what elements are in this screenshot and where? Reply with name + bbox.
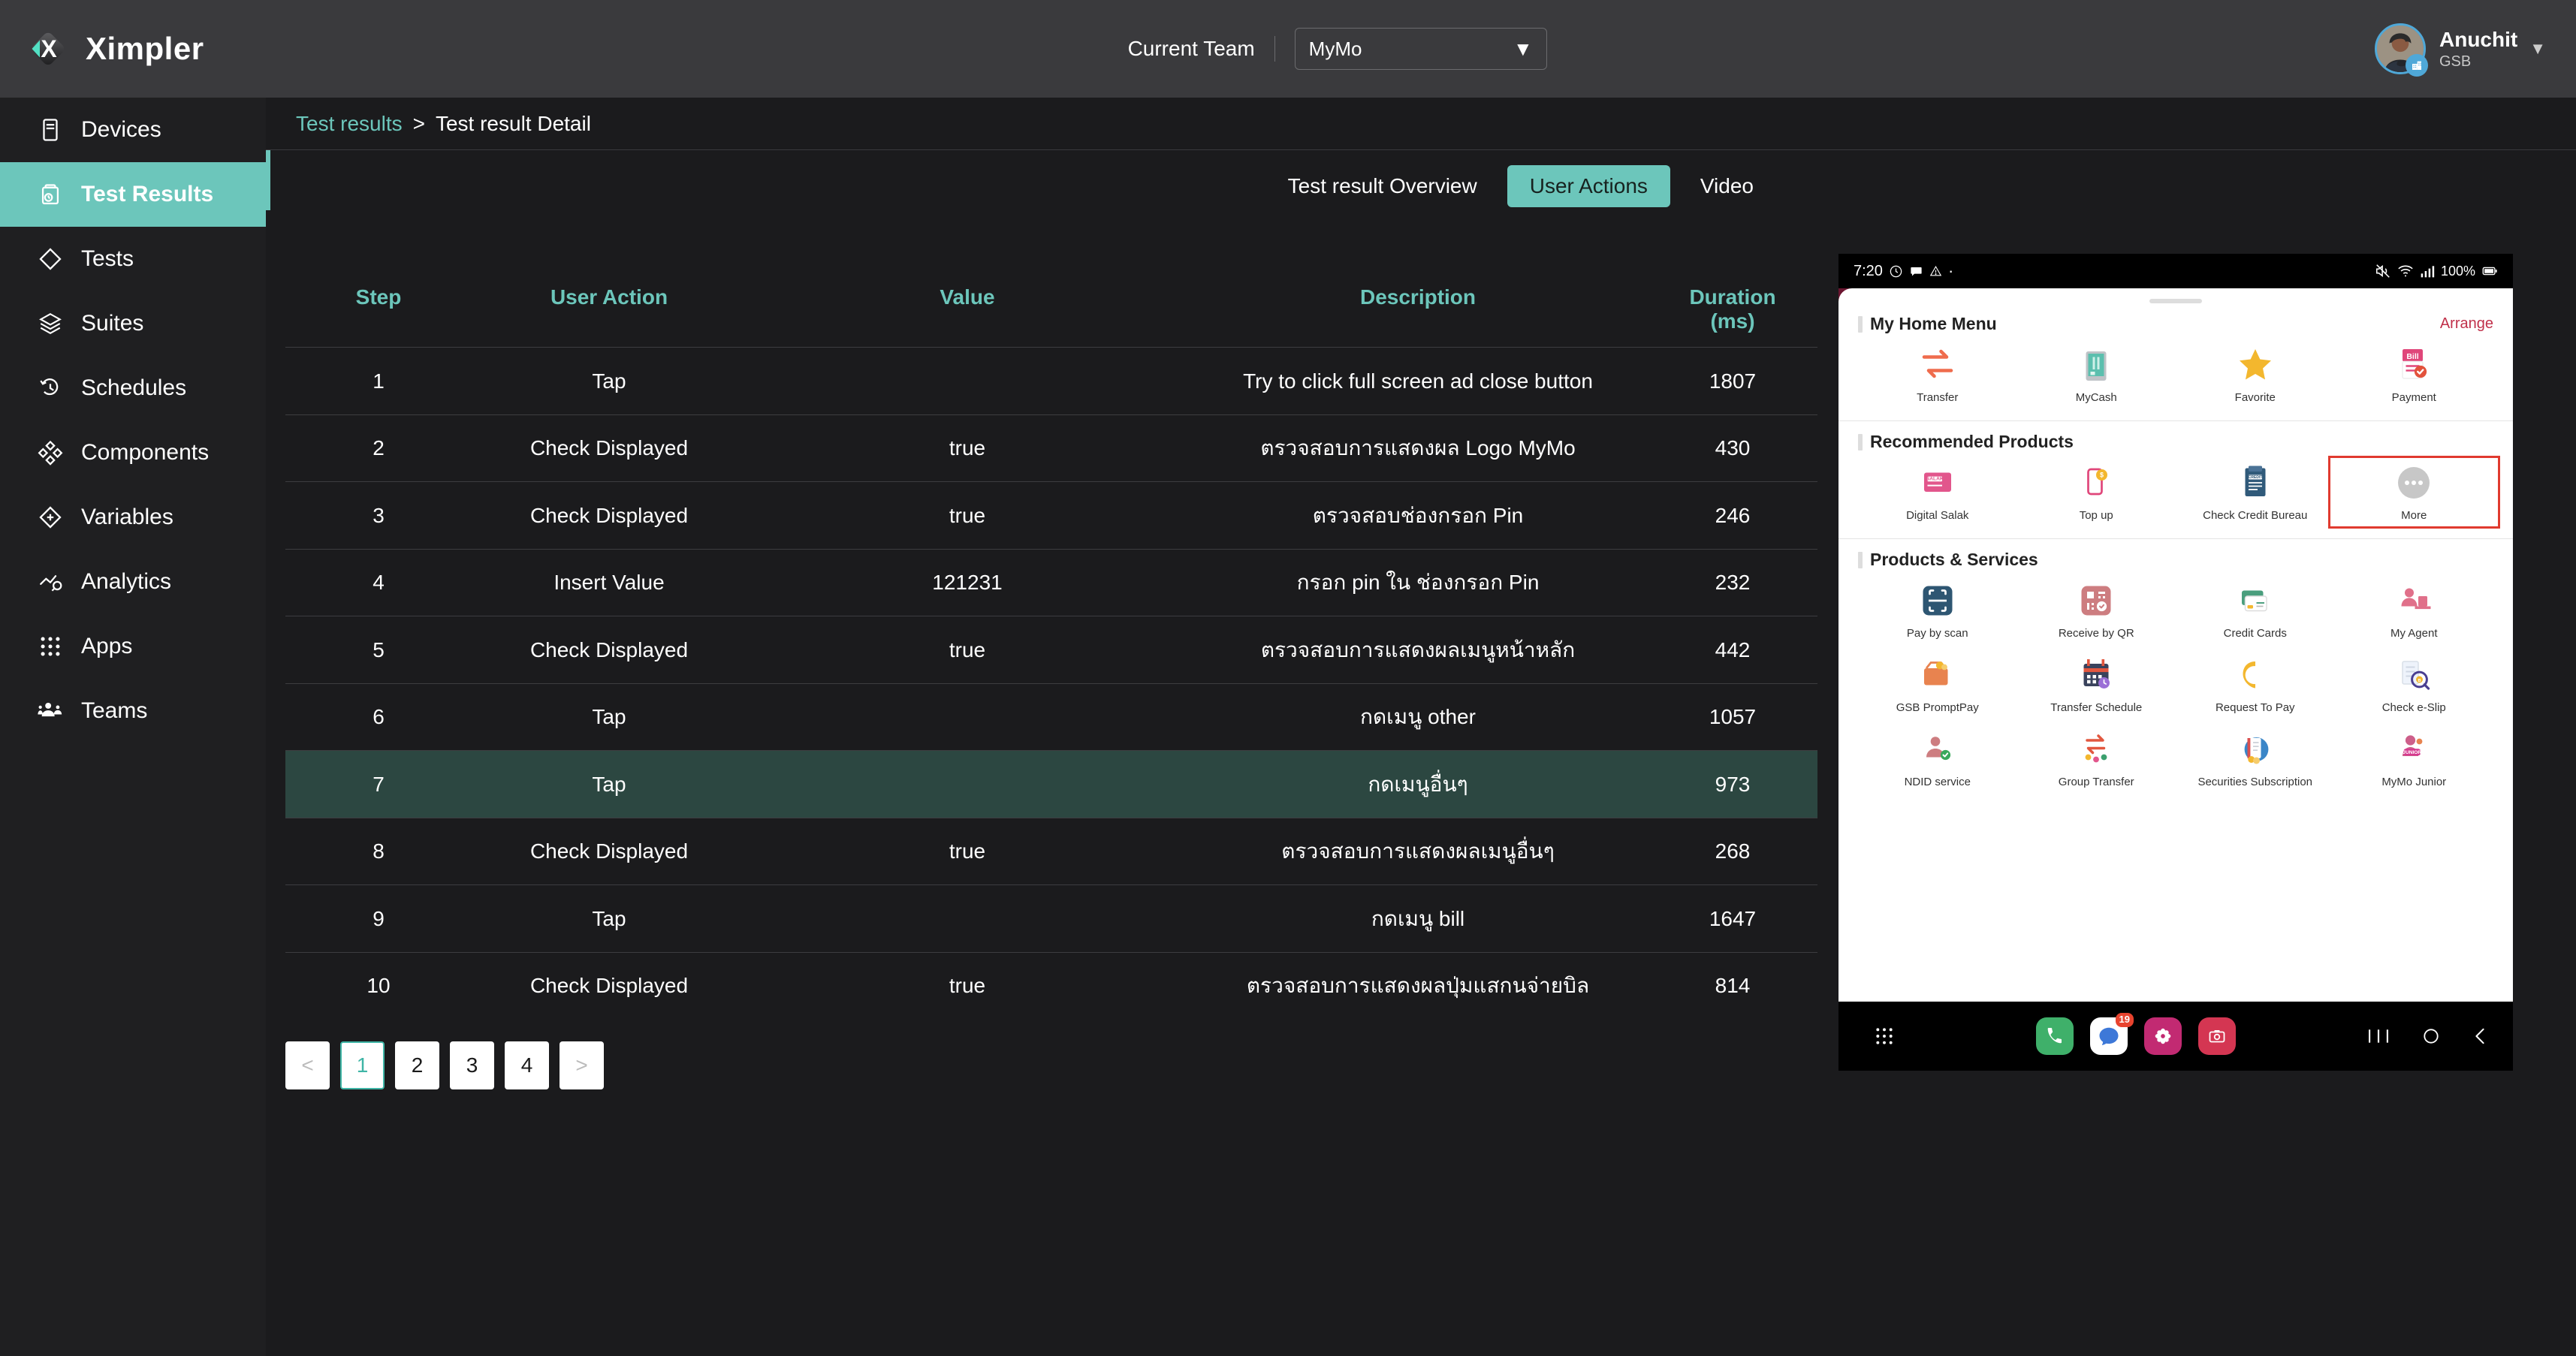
svg-text:Bill: Bill (2407, 352, 2419, 361)
svg-text:JUNIOR: JUNIOR (2403, 750, 2422, 755)
svg-text:X: X (41, 35, 57, 62)
svg-text:CREDIT: CREDIT (2248, 475, 2263, 480)
svg-text:$: $ (2100, 472, 2104, 479)
svg-text:B: B (2250, 669, 2259, 683)
svg-text:SALAK: SALAK (1926, 476, 1944, 481)
svg-text:B: B (2418, 679, 2421, 683)
